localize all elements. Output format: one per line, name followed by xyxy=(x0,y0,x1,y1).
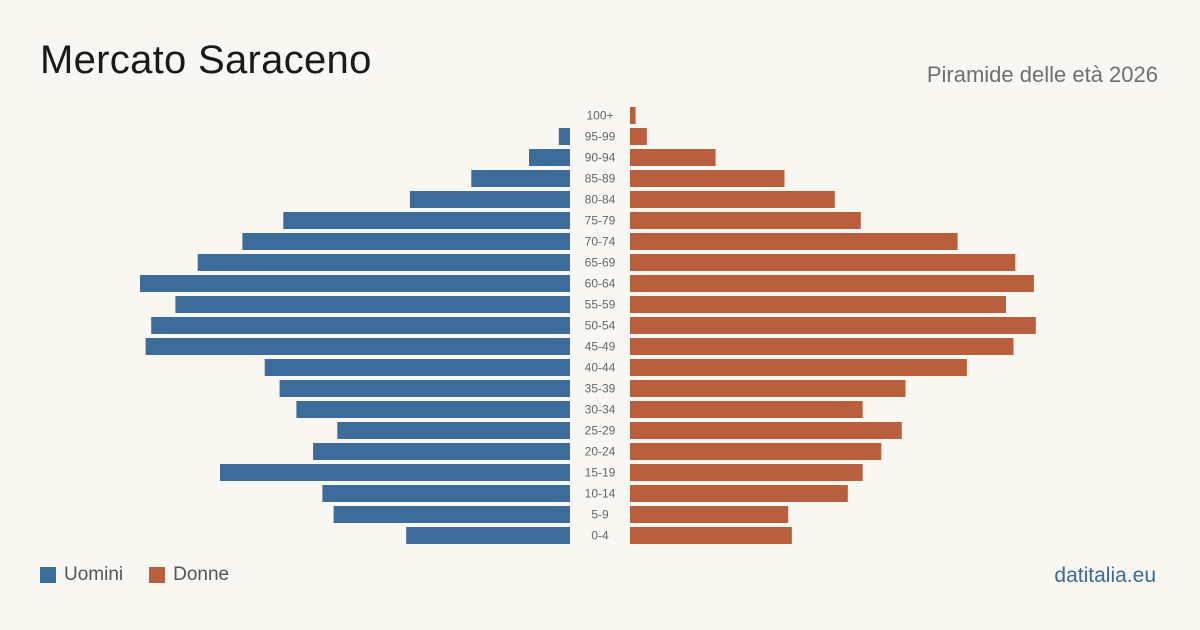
bar-women-20-24 xyxy=(630,443,882,460)
bar-women-70-74 xyxy=(630,233,958,250)
bar-men-30-34 xyxy=(296,401,570,418)
bar-men-15-19 xyxy=(220,464,570,481)
bar-women-40-44 xyxy=(630,359,967,376)
age-label-0-4: 0-4 xyxy=(591,529,609,543)
legend-label-women: Donne xyxy=(173,564,230,585)
bar-men-75-79 xyxy=(283,212,570,229)
bar-women-75-79 xyxy=(630,212,861,229)
bar-women-35-39 xyxy=(630,380,906,397)
bar-women-85-89 xyxy=(630,170,785,187)
age-label-15-19: 15-19 xyxy=(585,466,616,480)
age-label-50-54: 50-54 xyxy=(585,319,616,333)
bar-women-90-94 xyxy=(630,149,716,166)
bar-men-55-59 xyxy=(175,296,570,313)
bar-women-80-84 xyxy=(630,191,835,208)
age-label-10-14: 10-14 xyxy=(585,487,616,501)
age-label-35-39: 35-39 xyxy=(585,382,616,396)
brand-link[interactable]: datitalia.eu xyxy=(1054,564,1156,587)
age-label-5-9: 5-9 xyxy=(591,508,609,522)
bar-women-10-14 xyxy=(630,485,848,502)
bar-women-95-99 xyxy=(630,128,647,145)
age-label-100plus: 100+ xyxy=(586,109,613,123)
age-label-85-89: 85-89 xyxy=(585,172,616,186)
bar-women-15-19 xyxy=(630,464,863,481)
bar-men-25-29 xyxy=(337,422,570,439)
bar-women-0-4 xyxy=(630,527,792,544)
bar-men-65-69 xyxy=(197,254,570,271)
age-label-75-79: 75-79 xyxy=(585,214,616,228)
bar-men-80-84 xyxy=(409,191,570,208)
age-label-45-49: 45-49 xyxy=(585,340,616,354)
bar-men-60-64 xyxy=(140,275,570,292)
age-label-80-84: 80-84 xyxy=(585,193,616,207)
bar-men-5-9 xyxy=(333,506,570,523)
bar-men-70-74 xyxy=(242,233,570,250)
age-label-30-34: 30-34 xyxy=(585,403,616,417)
legend-swatch-women xyxy=(149,567,166,583)
legend-item-men: Uomini xyxy=(40,564,123,586)
bar-men-95-99 xyxy=(558,128,570,145)
age-label-40-44: 40-44 xyxy=(585,361,616,375)
age-label-70-74: 70-74 xyxy=(585,235,616,249)
bar-women-55-59 xyxy=(630,296,1006,313)
bar-women-65-69 xyxy=(630,254,1016,271)
legend-label-men: Uomini xyxy=(64,564,124,585)
age-label-95-99: 95-99 xyxy=(585,130,616,144)
bar-women-50-54 xyxy=(630,317,1036,334)
bar-women-100plus xyxy=(630,107,636,124)
age-label-55-59: 55-59 xyxy=(585,298,616,312)
age-label-25-29: 25-29 xyxy=(585,424,616,438)
age-label-20-24: 20-24 xyxy=(585,445,616,459)
bar-men-50-54 xyxy=(151,317,570,334)
bar-women-25-29 xyxy=(630,422,902,439)
bar-men-90-94 xyxy=(529,149,570,166)
bar-women-60-64 xyxy=(630,275,1034,292)
bar-women-5-9 xyxy=(630,506,789,523)
chart-subtitle: Piramide delle età 2026 xyxy=(926,62,1158,87)
bar-men-20-24 xyxy=(313,443,570,460)
legend: Uomini Donne xyxy=(40,564,255,586)
bar-women-45-49 xyxy=(630,338,1014,355)
legend-swatch-men xyxy=(40,567,56,583)
page-title: Mercato Saraceno xyxy=(40,38,372,82)
age-label-90-94: 90-94 xyxy=(585,151,616,165)
bar-men-35-39 xyxy=(279,380,570,397)
bar-men-40-44 xyxy=(264,359,570,376)
age-label-60-64: 60-64 xyxy=(585,277,616,291)
age-label-65-69: 65-69 xyxy=(585,256,616,270)
bar-women-30-34 xyxy=(630,401,863,418)
bar-men-0-4 xyxy=(406,527,570,544)
bar-men-85-89 xyxy=(471,170,570,187)
legend-item-women: Donne xyxy=(149,564,229,586)
bar-men-45-49 xyxy=(145,338,570,355)
bar-men-10-14 xyxy=(322,485,570,502)
